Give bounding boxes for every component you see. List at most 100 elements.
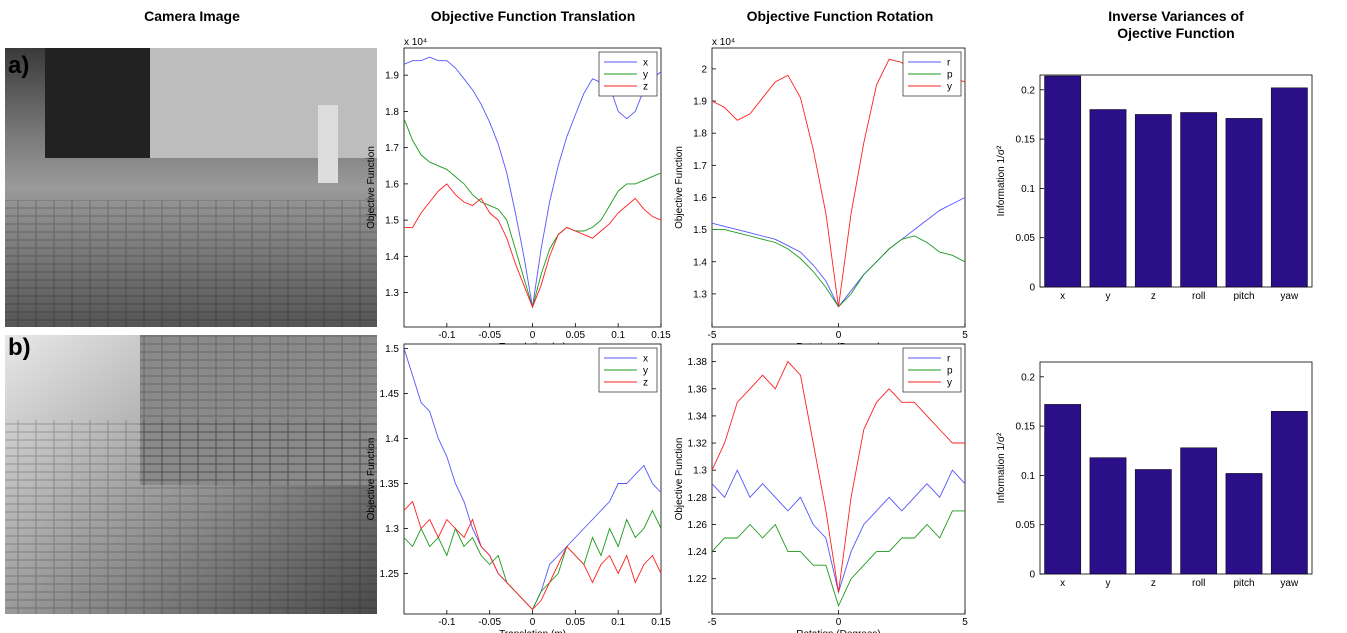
- y-tick-label: 1.8: [385, 107, 399, 118]
- x-tick-label: 5: [962, 617, 968, 628]
- bar: [1089, 457, 1127, 575]
- x-tick-label: z: [1151, 578, 1156, 589]
- y-multiplier: x 10⁴: [712, 37, 735, 48]
- x-tick-label: 0: [530, 617, 536, 628]
- y-tick-label: 0.15: [1016, 135, 1036, 146]
- legend-label: y: [643, 366, 648, 377]
- y-tick-label: 1.35: [380, 479, 400, 490]
- legend-label: z: [643, 378, 648, 389]
- x-tick-label: x: [1060, 578, 1065, 589]
- x-axis-label: Translation (m): [499, 629, 566, 633]
- x-tick-label: -0.1: [438, 617, 456, 628]
- y-tick-label: 1.7: [693, 161, 707, 172]
- bar: [1044, 404, 1082, 575]
- camera-image-b: [5, 335, 377, 614]
- bar: [1044, 75, 1082, 288]
- x-tick-label: 0: [530, 330, 536, 341]
- y-tick-label: 1.3: [693, 289, 707, 300]
- bar: [1225, 473, 1263, 575]
- y-tick-label: 1.5: [385, 344, 399, 355]
- y-tick-label: 0.2: [1021, 85, 1035, 96]
- column-title: Inverse Variances of Ojective Function: [1108, 8, 1244, 41]
- x-tick-label: yaw: [1280, 291, 1299, 302]
- legend-label: y: [947, 82, 952, 93]
- y-tick-label: 1.3: [385, 288, 399, 299]
- y-tick-label: 1.3: [385, 524, 399, 535]
- x-tick-label: -5: [708, 330, 717, 341]
- column-title: Objective Function Translation: [430, 8, 636, 24]
- bar: [1089, 109, 1127, 288]
- panel-label: a): [8, 52, 30, 79]
- chart: 1.3 1.4 1.5 1.6 1.7 1.8 1.9 2 Objective Function…: [674, 37, 968, 353]
- column-title: Objective Function Rotation: [746, 8, 934, 24]
- x-tick-label: -0.1: [438, 330, 456, 341]
- bar: [1134, 114, 1172, 288]
- plot-area: [1039, 361, 1313, 575]
- x-tick-label: pitch: [1233, 578, 1254, 589]
- y-multiplier: x 10⁴: [404, 37, 427, 48]
- x-tick-label: y: [1106, 578, 1111, 589]
- x-tick-label: 0: [836, 617, 842, 628]
- bar: [1270, 411, 1308, 575]
- x-tick-label: -5: [708, 617, 717, 628]
- data-line: [403, 500, 662, 611]
- y-tick-label: 1.9: [693, 97, 707, 108]
- y-tick-label: 1.38: [688, 357, 708, 368]
- chart: 0 0.05 0.1 0.15 0.2 Information 1/σ² x y z roll pi…: [996, 74, 1313, 302]
- x-tick-label: roll: [1192, 578, 1205, 589]
- data-line: [711, 510, 965, 608]
- plot-area: [1039, 74, 1313, 288]
- y-tick-label: 0.05: [1016, 520, 1036, 531]
- x-tick-label: 0.05: [566, 617, 586, 628]
- x-tick-label: -0.05: [478, 330, 501, 341]
- legend-label: x: [643, 58, 648, 69]
- x-tick-label: 0.1: [611, 330, 625, 341]
- y-tick-label: 1.28: [688, 493, 708, 504]
- camera-image-a: [5, 48, 377, 327]
- legend-label: p: [947, 70, 953, 81]
- legend-label: r: [947, 58, 951, 69]
- y-axis-label: Information 1/σ²: [996, 432, 1007, 503]
- data-line: [404, 183, 662, 309]
- y-tick-label: 1.4: [385, 252, 399, 263]
- bar: [1270, 87, 1308, 288]
- legend-label: x: [643, 354, 648, 365]
- bar: [1180, 112, 1218, 288]
- legend-label: z: [643, 82, 648, 93]
- y-tick-label: 1.6: [693, 193, 707, 204]
- y-tick-label: 1.34: [688, 411, 708, 422]
- x-tick-label: 0.05: [566, 330, 586, 341]
- legend-label: y: [947, 378, 952, 389]
- y-tick-label: 1.5: [385, 216, 399, 227]
- x-tick-label: pitch: [1233, 291, 1254, 302]
- legend-label: y: [643, 70, 648, 81]
- y-tick-label: 1.45: [380, 389, 400, 400]
- chart: 1.3 1.4 1.5 1.6 1.7 1.8 1.9 Objective Function x…: [366, 37, 671, 353]
- y-tick-label: 1.22: [688, 574, 708, 585]
- x-tick-label: z: [1151, 291, 1156, 302]
- y-tick-label: 0.15: [1016, 422, 1036, 433]
- y-tick-label: 1.7: [385, 143, 399, 154]
- x-tick-label: 0.1: [611, 617, 625, 628]
- y-tick-label: 1.24: [688, 547, 708, 558]
- x-tick-label: 5: [962, 330, 968, 341]
- x-tick-label: roll: [1192, 291, 1205, 302]
- panel-label: b): [8, 334, 31, 361]
- legend-label: r: [947, 354, 951, 365]
- y-axis-label: Objective Function: [674, 146, 685, 229]
- x-tick-label: x: [1060, 291, 1065, 302]
- chart: 1.25 1.3 1.35 1.4 1.45 1.5 Objective Function -…: [366, 343, 671, 633]
- x-tick-label: 0.15: [651, 330, 671, 341]
- x-tick-label: y: [1106, 291, 1111, 302]
- y-tick-label: 1.8: [693, 129, 707, 140]
- y-tick-label: 0.1: [1021, 471, 1035, 482]
- y-axis-label: Objective Function: [366, 146, 377, 229]
- y-tick-label: 0.05: [1016, 233, 1036, 244]
- bar: [1134, 469, 1172, 575]
- y-tick-label: 1.25: [380, 569, 400, 580]
- x-tick-label: 0.15: [651, 617, 671, 628]
- y-tick-label: 1.36: [688, 384, 708, 395]
- x-axis-label: Rotation (Degrees): [796, 629, 880, 633]
- chart: 0 0.05 0.1 0.15 0.2 Information 1/σ² x y z roll pi…: [996, 361, 1313, 589]
